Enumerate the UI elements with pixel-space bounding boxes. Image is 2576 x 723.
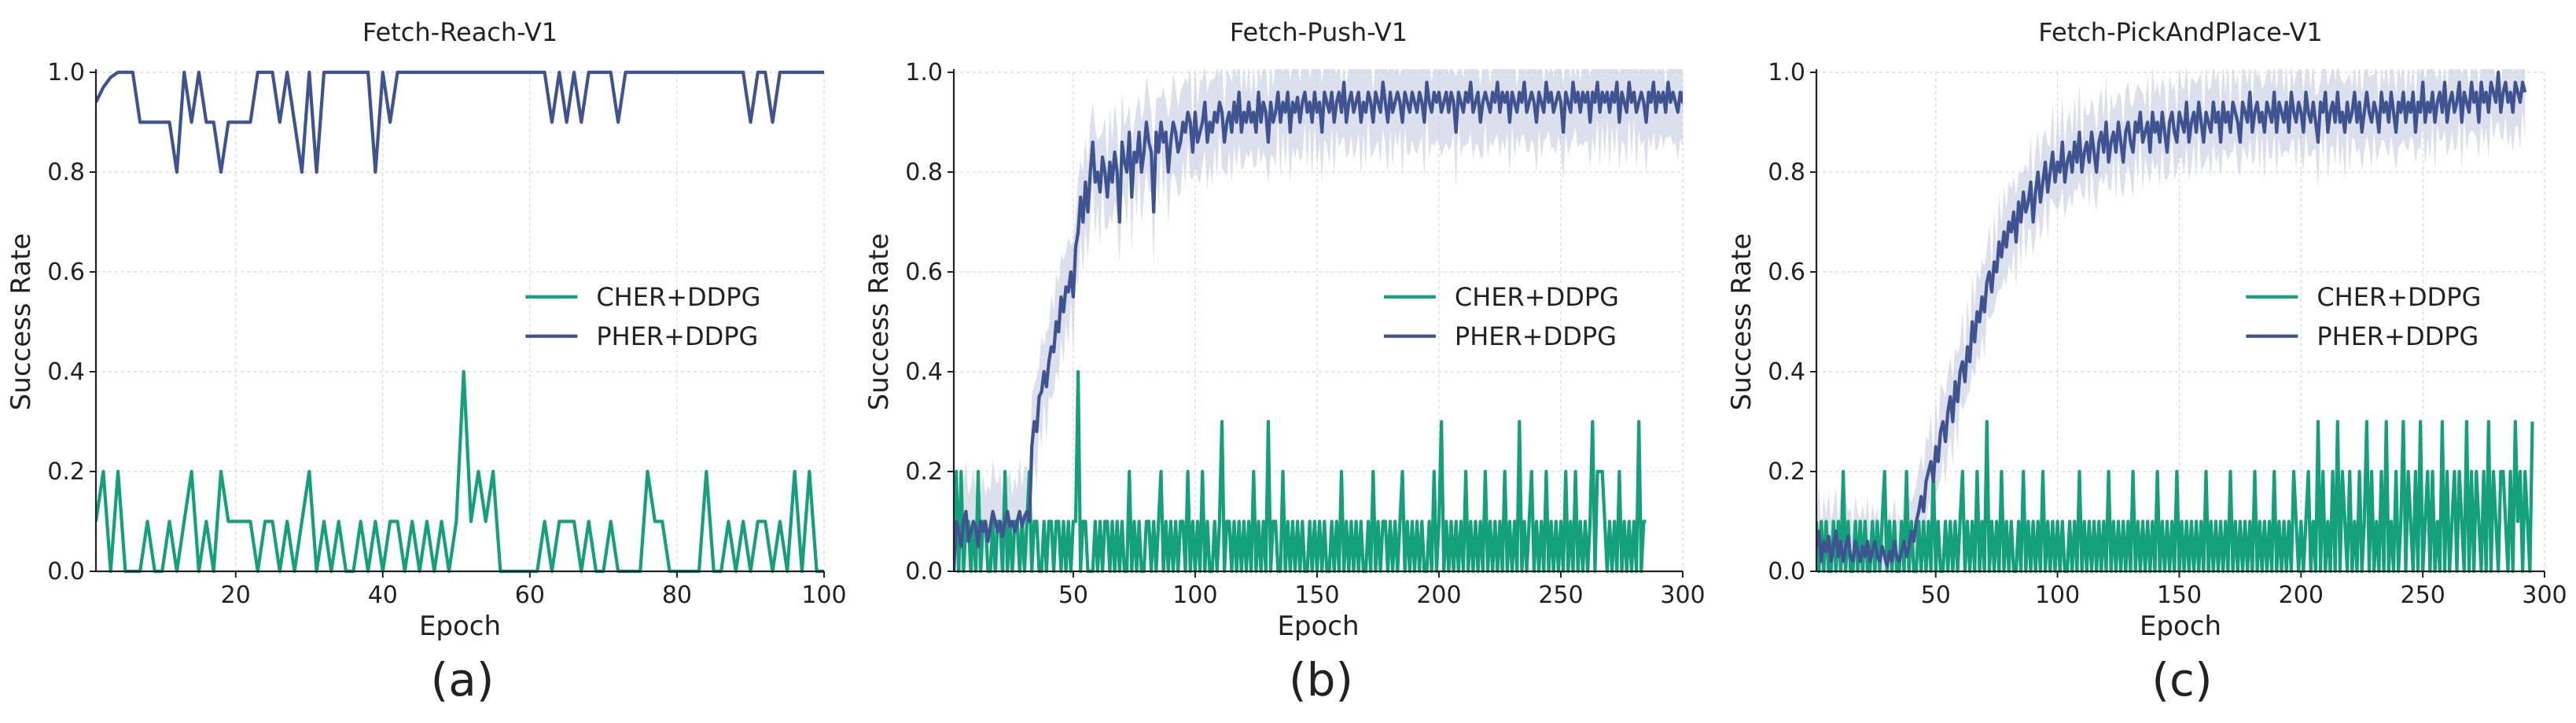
y-tick-label: 0.6 — [47, 259, 85, 286]
chart-title: Fetch-Push-V1 — [1230, 17, 1408, 47]
legend-label: PHER+DDPG — [2317, 321, 2478, 351]
y-tick-label: 0.6 — [905, 259, 943, 286]
chart-panel-3: 0.0 0.2 0.4 0.6 0.8 1.0 50 100 150 200 250 300 Fetch… — [1726, 17, 2567, 706]
legend: CHER+DDPG PHER+DDPG — [2246, 282, 2481, 351]
y-tick-label: 0.8 — [1768, 159, 1805, 186]
y-tick-label: 0.2 — [47, 458, 85, 486]
x-tick-label: 50 — [1058, 582, 1088, 609]
x-axis-label: Epoch — [419, 611, 501, 642]
x-tick-label: 100 — [2035, 582, 2080, 609]
x-tick-label: 100 — [801, 582, 846, 609]
chart-title: Fetch-PickAndPlace-V1 — [2038, 17, 2322, 47]
panel-sublabel: (b) — [1289, 653, 1353, 706]
y-tick-label: 0.8 — [47, 159, 85, 186]
x-tick-label: 250 — [2401, 582, 2445, 609]
series-band-pher-ddpg — [1816, 69, 2526, 571]
x-tick-label: 50 — [1921, 582, 1951, 609]
y-tick-label: 0.4 — [905, 358, 943, 386]
y-axis-label: Success Rate — [1726, 233, 1757, 411]
x-tick-label: 60 — [515, 582, 545, 609]
x-tick-label: 300 — [1660, 582, 1705, 609]
x-tick-label: 200 — [2279, 582, 2324, 609]
panel-sublabel: (c) — [2151, 653, 2212, 706]
x-tick-label: 150 — [1294, 582, 1339, 609]
y-tick-label: 0.0 — [1768, 558, 1805, 585]
series-line-pher-ddpg — [954, 80, 1683, 572]
series-line-pher-ddpg — [1816, 70, 2527, 568]
y-tick-label: 1.0 — [1768, 59, 1805, 86]
series-line-cher-ddpg — [96, 369, 824, 574]
y-tick-label: 0.2 — [1768, 458, 1805, 486]
x-tick-label: 150 — [2157, 582, 2202, 609]
x-tick-label: 80 — [662, 582, 692, 609]
x-tick-label: 250 — [1538, 582, 1583, 609]
x-tick-label: 40 — [368, 582, 398, 609]
x-axis-label: Epoch — [2140, 611, 2221, 642]
legend-label: CHER+DDPG — [2317, 282, 2481, 312]
y-tick-label: 0.6 — [1768, 259, 1805, 286]
chart-panel-1: 0.0 0.2 0.4 0.6 0.8 1.0 20 40 60 80 100 Fetch-Reach… — [6, 17, 847, 706]
y-axis-label: Success Rate — [863, 233, 895, 411]
y-tick-label: 0.4 — [1768, 358, 1805, 386]
y-tick-label: 1.0 — [47, 59, 85, 86]
series-line-pher-ddpg — [96, 70, 824, 174]
x-tick-label: 300 — [2522, 582, 2567, 609]
legend-label: CHER+DDPG — [596, 282, 760, 312]
x-axis-label: Epoch — [1277, 611, 1359, 642]
panel-sublabel: (a) — [431, 653, 495, 706]
x-tick-label: 100 — [1172, 582, 1217, 609]
chart-title: Fetch-Reach-V1 — [362, 17, 558, 47]
chart-panel-2: 0.0 0.2 0.4 0.6 0.8 1.0 50 100 150 200 250 300 Fetch… — [863, 17, 1706, 706]
legend-label: PHER+DDPG — [1455, 321, 1617, 351]
legend-label: PHER+DDPG — [596, 321, 758, 351]
legend: CHER+DDPG PHER+DDPG — [1383, 282, 1619, 351]
x-tick-label: 200 — [1416, 582, 1461, 609]
legend-label: CHER+DDPG — [1455, 282, 1619, 312]
y-tick-label: 0.0 — [905, 558, 943, 585]
y-tick-label: 0.0 — [47, 558, 85, 585]
y-tick-label: 0.8 — [905, 159, 943, 186]
y-tick-label: 0.2 — [905, 458, 943, 486]
legend: CHER+DDPG PHER+DDPG — [525, 282, 760, 351]
y-tick-label: 0.4 — [47, 358, 85, 386]
y-axis-label: Success Rate — [6, 233, 37, 411]
x-tick-label: 20 — [221, 582, 251, 609]
y-tick-label: 1.0 — [905, 59, 943, 86]
series-band-pher-ddpg — [954, 69, 1683, 571]
